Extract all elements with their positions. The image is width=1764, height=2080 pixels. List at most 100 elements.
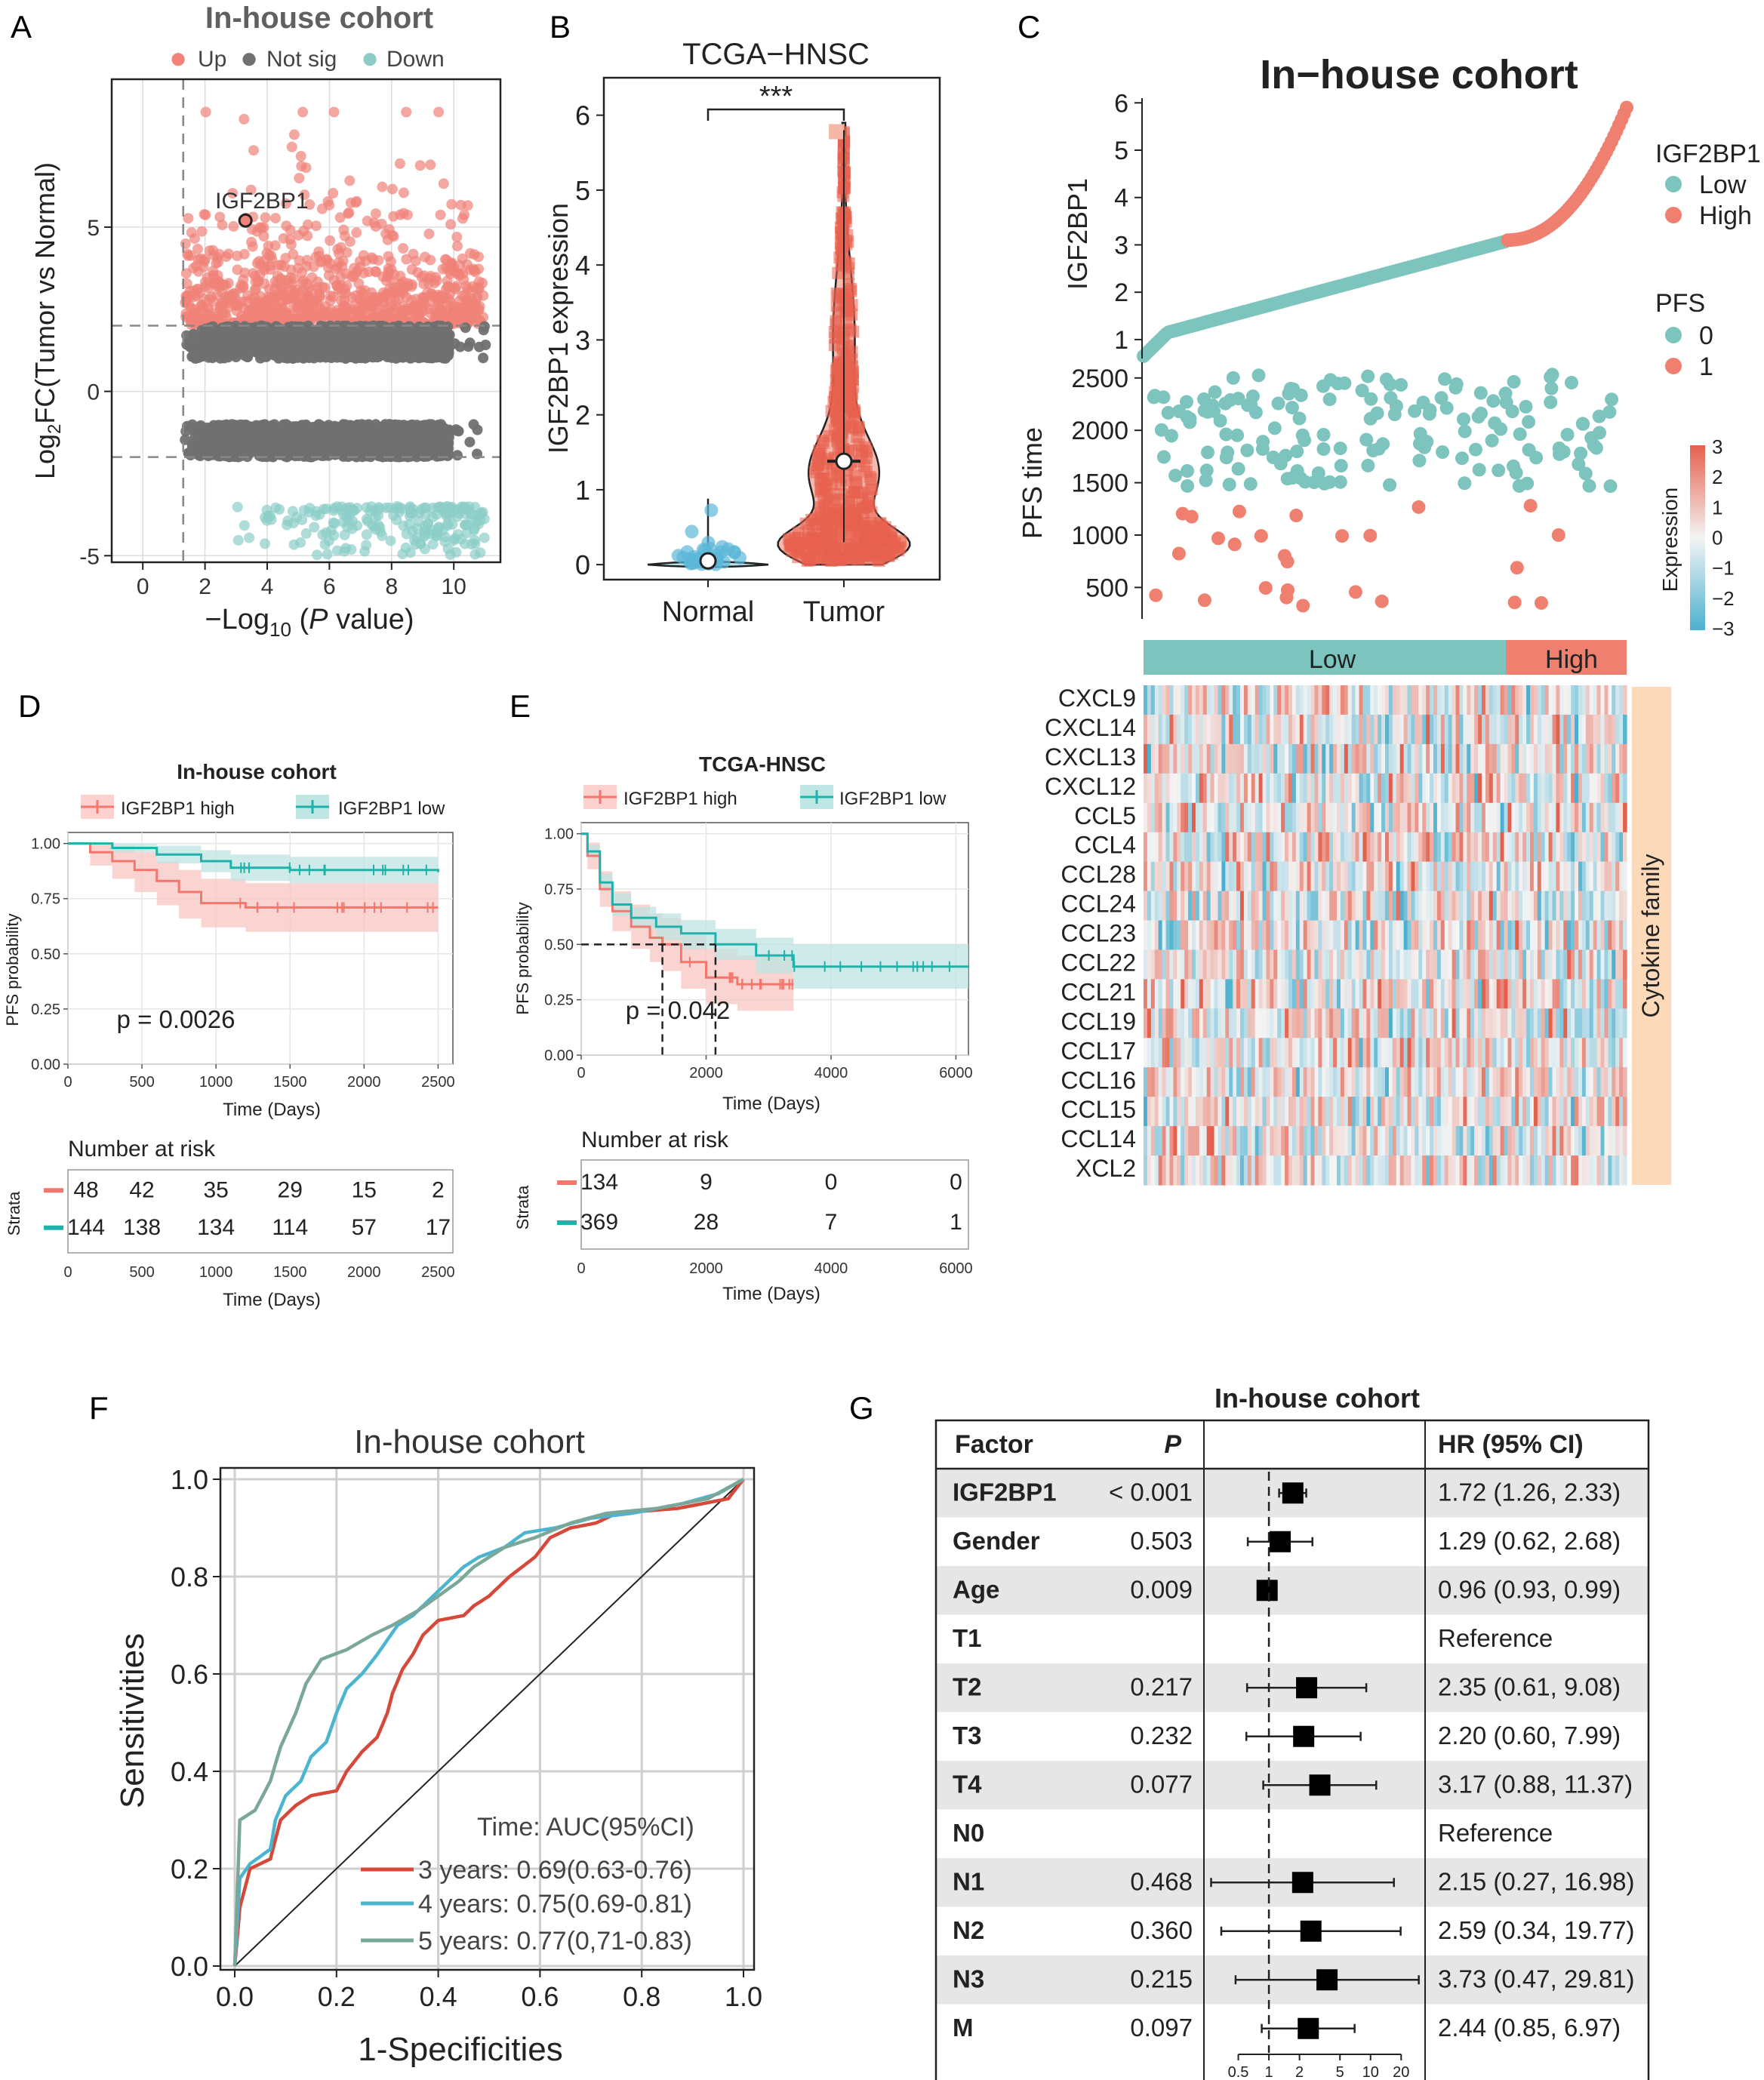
pfs-point-censored [1322,392,1337,407]
y-tick-label: -5 [79,544,100,569]
volcano-point [214,211,226,223]
volcano-point [322,333,334,344]
volcano-point [460,322,471,334]
volcano-point [244,532,255,543]
pfs-point-censored [1384,391,1398,405]
panel-label-f: F [89,1390,109,1426]
risk-point [1620,100,1633,115]
volcano-point [318,441,329,452]
volcano-point [295,537,306,548]
volcano-point [353,436,365,448]
volcano-point [181,278,192,289]
legend-pfs1-dot [1665,358,1682,374]
volcano-point [442,311,452,322]
volcano-point [239,520,250,531]
pfs-point-censored [1221,445,1235,460]
pfs-point-censored [1422,407,1436,421]
tumor-point [817,472,830,485]
median-marker [835,452,853,470]
tumor-point [845,405,857,418]
volcano-point [402,306,413,317]
pfs-point-censored [1273,457,1288,471]
volcano-point [316,450,327,461]
volcano-point [469,266,481,278]
volcano-point [414,160,426,171]
normal-point [733,551,747,565]
volcano-point [288,340,299,352]
pfs-point-censored [1488,416,1502,430]
tumor-point [814,483,827,496]
legend-high-dot [1665,207,1682,223]
volcano-point [248,145,259,156]
volcano-point [203,352,214,363]
pfs-point-censored [1499,395,1513,410]
volcano-point [433,106,445,118]
volcano-point [208,266,219,277]
volcano-point [384,282,396,294]
y-tick-label: 0 [575,549,590,580]
normal-point [704,503,719,518]
volcano-point [410,437,421,448]
volcano-point [337,261,348,272]
pfs-point-censored [1458,476,1472,491]
volcano-point [419,502,430,513]
panel-c-title: In−house cohort [1260,52,1578,97]
volcano-point [325,525,337,536]
volcano-point [459,209,470,220]
volcano-point [387,342,399,353]
pfs-point-event [1232,504,1246,518]
heatmap-cell [1154,685,1159,715]
pfs-point-event [1412,500,1426,514]
volcano-point [445,219,457,230]
volcano-point [366,252,377,263]
volcano-point [250,276,261,288]
volcano-point [182,248,193,260]
panel-b-title: TCGA−HNSC [682,38,870,71]
volcano-point [457,268,469,279]
pfs-point-censored [1512,478,1526,493]
pfs-point-censored [1438,372,1452,386]
panel-c-legend-igf2bp1: IGF2BP1 Low High [1655,140,1761,230]
x-tick-label: 10 [442,574,466,599]
x-tick-label: 8 [385,574,398,599]
pfs-point-event [1289,509,1304,522]
volcano-point [200,209,211,220]
volcano-point [387,332,399,343]
volcano-point [353,278,365,289]
volcano-point [442,275,453,287]
volcano-point [377,181,388,192]
tumor-point [830,365,842,377]
volcano-point [228,220,239,232]
volcano-point [195,299,207,310]
pfs-point-censored [1544,370,1558,384]
significance-stars: *** [759,81,793,112]
volcano-point [297,267,307,278]
tumor-point [851,430,864,443]
pfs-point-censored [1298,433,1311,448]
volcano-point [474,341,485,352]
volcano-point [440,501,451,512]
pfs-point-censored [1168,469,1183,483]
volcano-point [468,419,479,430]
volcano-point [180,297,191,309]
y-tick-label: 5 [87,216,100,241]
tumor-point [860,466,873,478]
volcano-point [304,199,316,210]
volcano-point [338,224,349,235]
pfs-point-censored [1180,395,1193,409]
volcano-point [245,184,257,195]
volcano-point [246,236,257,248]
pfs-point-censored [1574,446,1588,460]
volcano-point [241,344,252,355]
pfs-point-censored [1486,394,1501,408]
volcano-point [240,438,251,449]
tumor-point [805,531,818,544]
top-y-tick-label: 2 [1114,278,1128,307]
volcano-point [448,301,459,312]
volcano-point [313,340,325,351]
pfs-point-censored [1592,409,1606,423]
volcano-point [273,352,285,364]
